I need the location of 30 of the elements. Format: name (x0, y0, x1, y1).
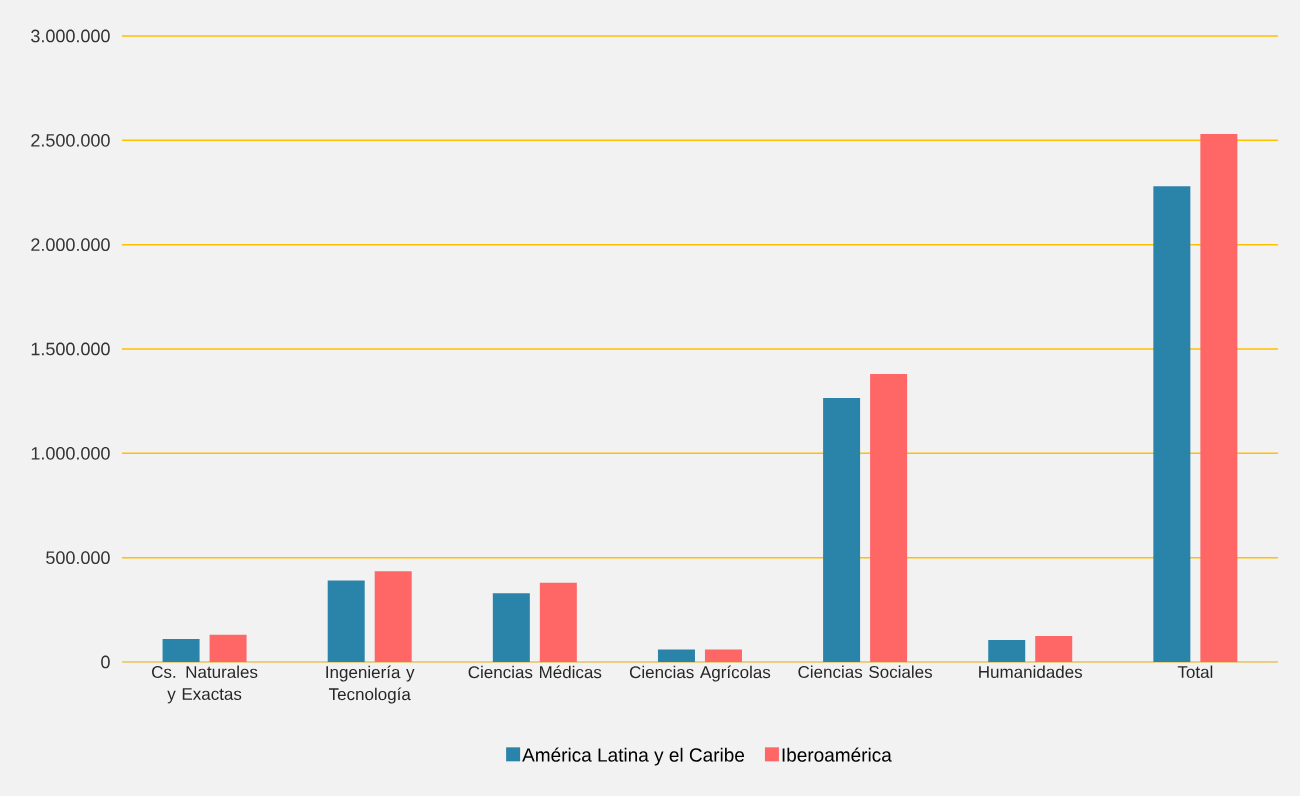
y-tick-label: 2.500.000 (31, 133, 110, 147)
bar (988, 640, 1026, 662)
bar (209, 634, 247, 662)
x-tick-label: Ciencias Sociales (798, 665, 933, 679)
x-tick-label: Total (1177, 665, 1213, 679)
x-tick-label: Ingeniería y Tecnología (326, 665, 415, 704)
bar (823, 398, 861, 662)
y-tick-label: 500.000 (46, 551, 110, 565)
legend-label: Iberoamérica (782, 747, 892, 762)
bar (539, 582, 577, 662)
bar (657, 649, 695, 662)
x-tick-label: Ciencias Agrícolas (629, 665, 771, 682)
legend-label: América Latina y el Caribe (522, 747, 745, 766)
y-tick-label: 2.000.000 (31, 238, 110, 252)
bar (1035, 635, 1073, 662)
y-tick-label: 0 (101, 655, 110, 669)
y-tick-label: 3.000.000 (31, 29, 110, 43)
bar (1200, 134, 1238, 662)
bar (704, 649, 742, 662)
bar (327, 580, 365, 662)
bar (492, 593, 530, 662)
x-tick-label: Humanidades (979, 665, 1083, 679)
y-tick-label: 1.500.000 (31, 342, 110, 356)
bar (374, 571, 412, 662)
bar (162, 639, 200, 662)
y-tick-label: 1.000.000 (31, 446, 110, 460)
bar (870, 374, 908, 662)
x-tick-label: Ciencias Médicas (468, 665, 602, 679)
x-tick-label: Cs. Naturales y Exactas (152, 665, 258, 704)
bar (1153, 186, 1191, 662)
